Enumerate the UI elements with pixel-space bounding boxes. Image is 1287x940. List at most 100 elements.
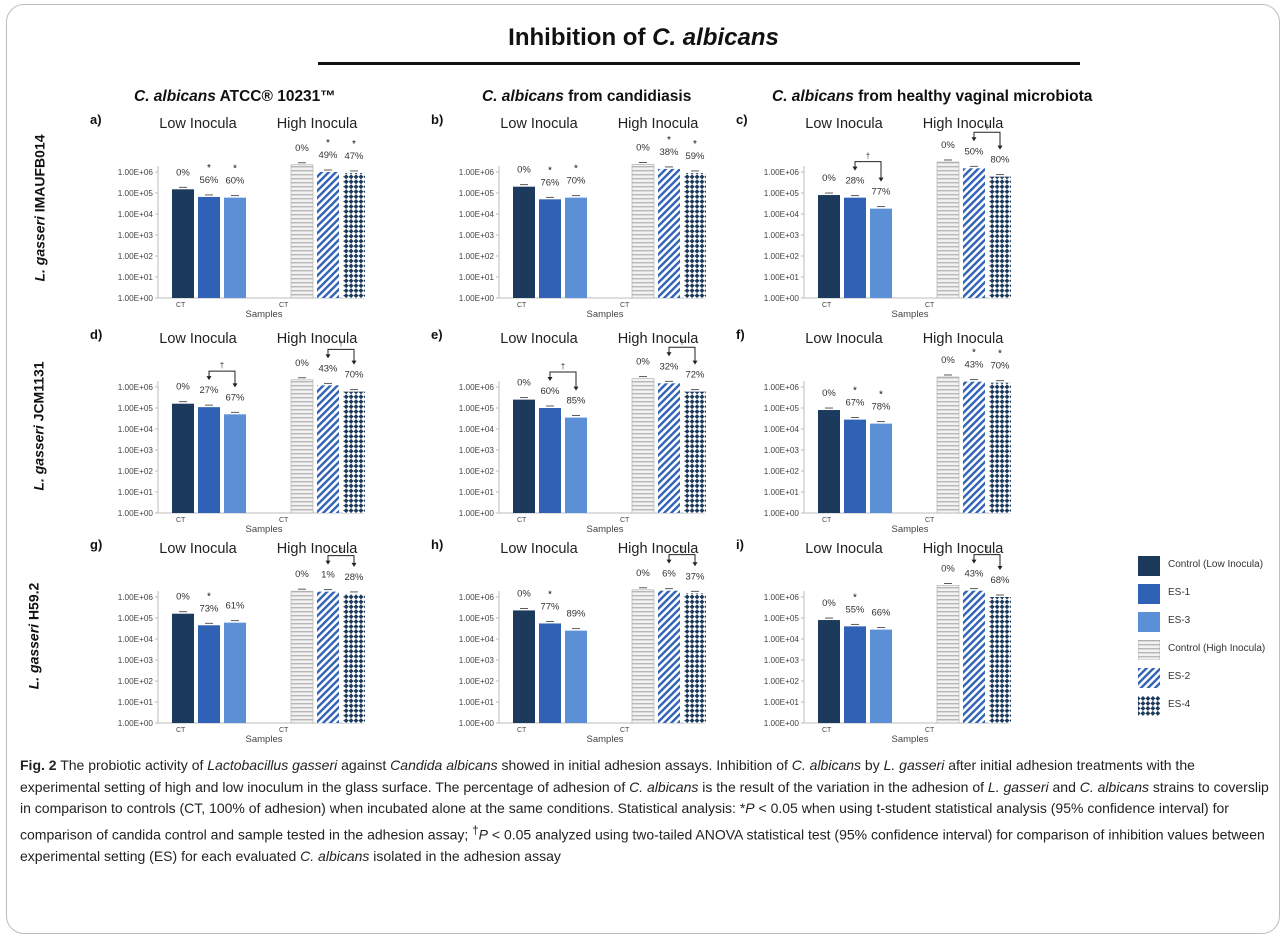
group-label-high: High Inocula — [618, 116, 700, 132]
y-tick-label: 1.00E+02 — [764, 252, 800, 261]
bar-control-low-inocula — [513, 399, 535, 513]
percent-label: 6% — [662, 569, 676, 580]
legend-item-es1: ES-1 — [1138, 584, 1287, 606]
significance-star: * — [574, 164, 578, 175]
significance-dagger: † — [220, 361, 224, 370]
y-tick-label: 1.00E+05 — [118, 614, 154, 623]
legend-swatch-es3 — [1138, 612, 1160, 632]
percent-label: 0% — [822, 598, 836, 609]
bar-es-3 — [870, 423, 892, 513]
percent-label: 43% — [318, 363, 338, 374]
x-tick-label: CT — [620, 727, 630, 734]
y-tick-label: 1.00E+03 — [764, 446, 800, 455]
y-tick-label: 1.00E+03 — [459, 446, 495, 455]
group-label-low: Low Inocula — [159, 331, 237, 347]
bar-control-low-inocula — [172, 403, 194, 513]
column-header-atcc: C. albicans ATCC® 10231™ — [134, 88, 336, 105]
bar-control-high-inocula — [290, 590, 314, 724]
significance-star: * — [326, 138, 330, 149]
significance-star: * — [207, 591, 211, 602]
comparison-bracket — [668, 346, 696, 364]
y-tick-label: 1.00E+04 — [764, 425, 800, 434]
y-tick-label: 1.00E+06 — [459, 168, 495, 177]
bar-control-low-inocula — [172, 613, 194, 723]
legend-swatch-control-low — [1138, 556, 1160, 576]
chart-panel-e: e) Low Inocula High Inocula 1.00E+00 1.00E+0… — [405, 325, 745, 535]
panel-label: i) — [736, 537, 744, 552]
bar-es-3 — [565, 630, 587, 723]
chart-svg: g) Low Inocula High Inocula 1.00E+00 1.00E+0… — [90, 537, 365, 745]
y-tick-label: 1.00E+01 — [764, 488, 800, 497]
percent-label: 0% — [941, 355, 955, 366]
x-tick-label: CT — [822, 302, 832, 309]
y-tick-label: 1.00E+06 — [459, 593, 495, 602]
percent-label: 47% — [344, 151, 364, 162]
bar-es-1 — [539, 623, 561, 723]
percent-label: 43% — [964, 360, 984, 371]
y-tick-label: 1.00E+03 — [459, 231, 495, 240]
percent-label: 37% — [685, 571, 705, 582]
bar-es-1 — [198, 407, 220, 513]
percent-label: 0% — [636, 357, 650, 368]
bar-es-3 — [224, 197, 246, 298]
percent-label: 59% — [685, 151, 705, 162]
bar-es-4 — [684, 593, 706, 723]
percent-label: 61% — [225, 601, 245, 612]
figure-caption: Fig. 2 The probiotic activity of Lactoba… — [20, 757, 1269, 864]
x-axis-title: Samples — [892, 734, 929, 745]
y-tick-label: 1.00E+02 — [459, 252, 495, 261]
legend-item-control-low: Control (Low Inocula) — [1138, 556, 1287, 578]
bar-es-1 — [844, 197, 866, 298]
percent-label: 0% — [636, 568, 650, 579]
figure-frame — [6, 4, 1280, 934]
row-label-jcm1131: L. gasseri JCM1131 — [30, 361, 47, 491]
percent-label: 67% — [845, 398, 865, 409]
percent-label: 27% — [199, 385, 219, 396]
bar-es-1 — [844, 626, 866, 723]
y-tick-label: 1.00E+01 — [118, 488, 154, 497]
x-axis-title: Samples — [892, 309, 929, 320]
y-tick-label: 1.00E+04 — [118, 210, 154, 219]
y-tick-label: 1.00E+04 — [764, 210, 800, 219]
y-tick-label: 1.00E+04 — [764, 635, 800, 644]
y-tick-label: 1.00E+04 — [459, 635, 495, 644]
y-tick-label: 1.00E+00 — [118, 719, 154, 728]
bracket-arrow — [325, 560, 331, 565]
panel-label: g) — [90, 537, 102, 552]
group-label-low: Low Inocula — [159, 116, 237, 132]
group-label-low: Low Inocula — [500, 116, 578, 132]
legend-item-es3: ES-3 — [1138, 612, 1287, 634]
bar-es-2 — [658, 168, 680, 298]
group-label-low: Low Inocula — [805, 116, 883, 132]
y-tick-label: 1.00E+05 — [118, 189, 154, 198]
legend-label: ES-3 — [1168, 615, 1191, 626]
percent-label: 50% — [964, 146, 984, 157]
y-tick-label: 1.00E+01 — [764, 698, 800, 707]
significance-star: * — [548, 589, 552, 600]
bracket-arrow — [573, 386, 579, 391]
chart-svg: i) Low Inocula High Inocula 1.00E+00 1.00E+0… — [736, 537, 1011, 745]
percent-label: 77% — [871, 187, 891, 198]
chart-svg: h) Low Inocula High Inocula 1.00E+00 1.00E+0… — [431, 537, 706, 745]
group-label-low: Low Inocula — [805, 541, 883, 557]
percent-label: 0% — [941, 564, 955, 575]
percent-label: 60% — [225, 176, 245, 187]
y-tick-label: 1.00E+01 — [764, 273, 800, 282]
y-tick-label: 1.00E+00 — [118, 509, 154, 518]
bracket-arrow — [351, 360, 357, 365]
panel-label: a) — [90, 112, 102, 127]
bar-es-3 — [870, 629, 892, 723]
column-header-candidiasis: C. albicans from candidiasis — [482, 88, 692, 105]
legend-label: Control (Low Inocula) — [1168, 559, 1264, 570]
comparison-bracket — [668, 554, 696, 566]
y-tick-label: 1.00E+02 — [459, 467, 495, 476]
percent-label: 0% — [176, 167, 190, 178]
significance-star: * — [693, 139, 697, 150]
percent-label: 0% — [517, 378, 531, 389]
y-tick-label: 1.00E+01 — [459, 488, 495, 497]
y-tick-label: 1.00E+02 — [118, 467, 154, 476]
y-tick-label: 1.00E+05 — [764, 614, 800, 623]
y-tick-label: 1.00E+05 — [459, 189, 495, 198]
legend-label: Control (High Inocula) — [1168, 643, 1266, 654]
group-label-high: High Inocula — [277, 331, 359, 347]
